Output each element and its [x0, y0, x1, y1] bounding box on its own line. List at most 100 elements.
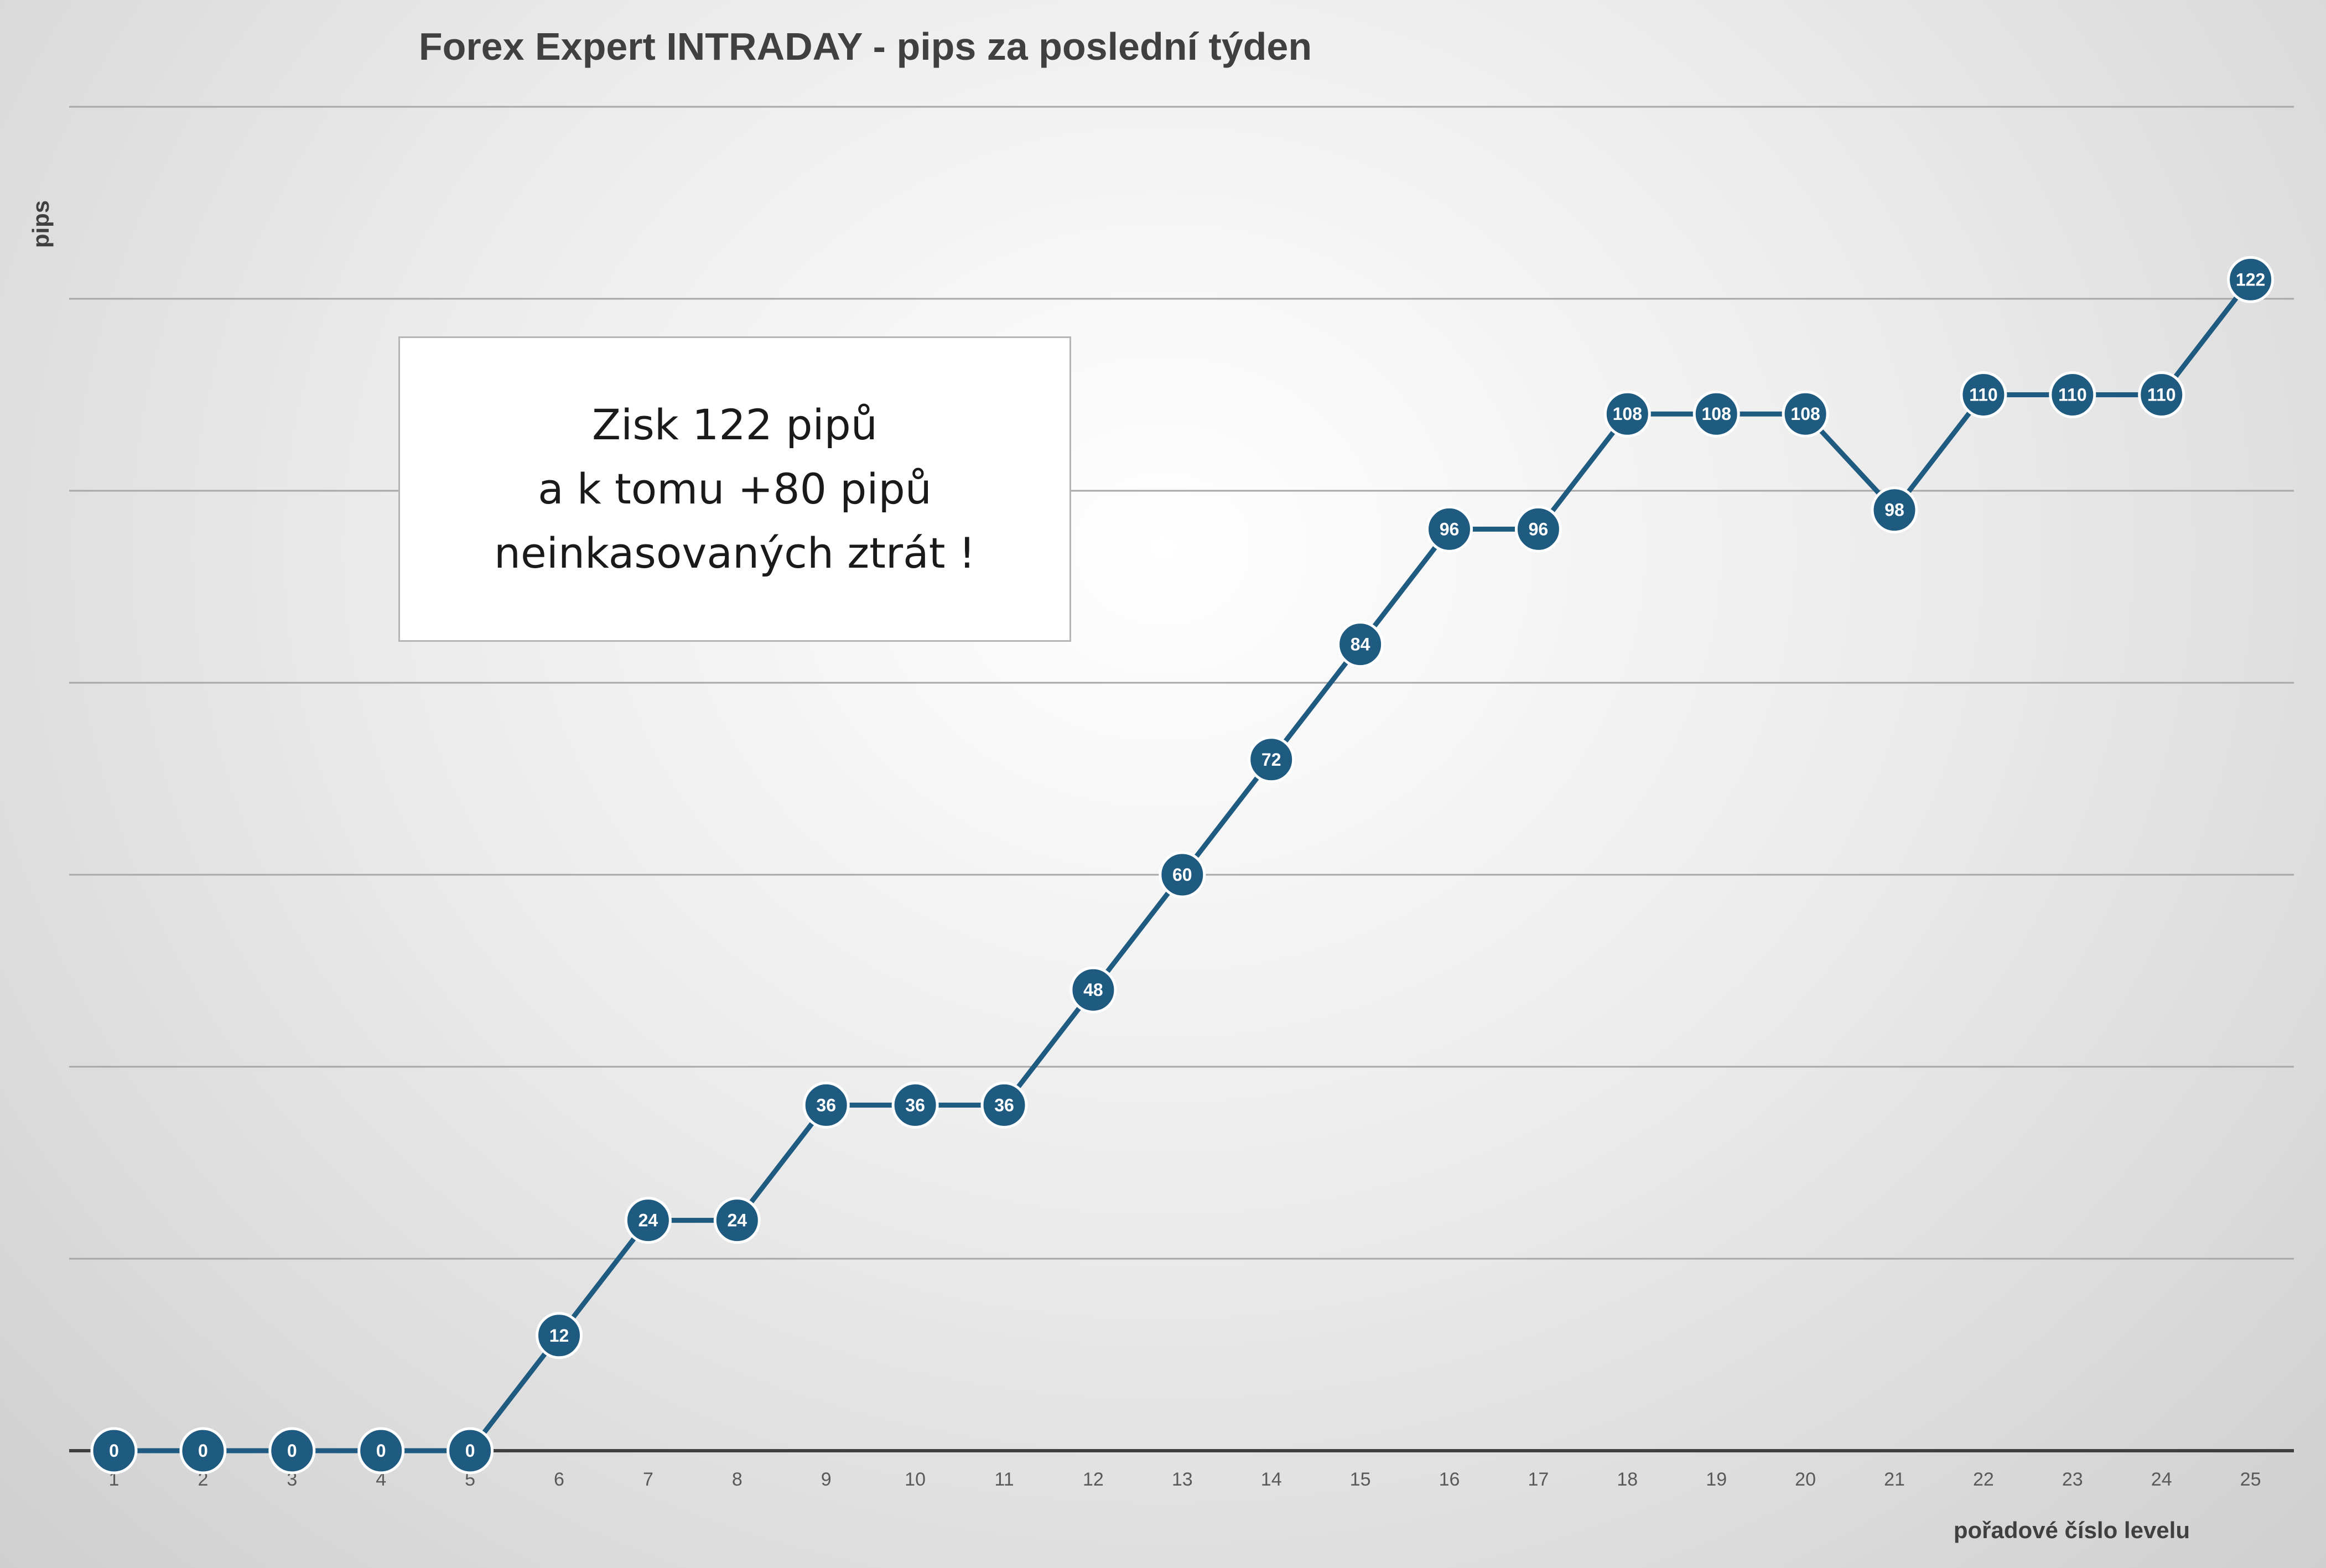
data-label: 60 — [1172, 865, 1192, 885]
data-point: 98 — [1871, 486, 1918, 534]
x-tick-label: 13 — [1172, 1469, 1193, 1490]
data-point: 84 — [1337, 621, 1384, 668]
y-axis-title: pips — [28, 200, 54, 248]
data-label: 108 — [1790, 404, 1820, 424]
data-label: 12 — [549, 1326, 569, 1346]
data-point: 36 — [891, 1081, 939, 1129]
data-marker — [536, 1312, 583, 1359]
data-point: 108 — [1692, 390, 1740, 438]
data-point: 0 — [179, 1427, 227, 1474]
data-label: 108 — [1613, 404, 1642, 424]
data-markers: 0 0 0 0 0 12 24 24 36 36 36 48 60 72 84 96 96 108 108 108 98… — [90, 256, 2275, 1474]
data-marker — [1426, 505, 1473, 553]
x-tick-label: 1 — [109, 1469, 120, 1490]
data-label: 84 — [1351, 635, 1370, 655]
x-tick-label: 15 — [1350, 1469, 1371, 1490]
data-point: 96 — [1426, 505, 1473, 553]
data-marker — [1159, 851, 1206, 899]
data-marker — [357, 1427, 405, 1474]
data-marker — [1692, 390, 1740, 438]
data-marker — [1603, 390, 1651, 438]
x-tick-label: 16 — [1439, 1469, 1460, 1490]
x-tick-label: 3 — [287, 1469, 297, 1490]
data-label: 110 — [2147, 385, 2176, 405]
data-label: 36 — [816, 1095, 836, 1115]
data-point: 0 — [446, 1427, 494, 1474]
data-point: 0 — [268, 1427, 316, 1474]
data-label: 96 — [1440, 519, 1460, 539]
x-tick-label: 21 — [1884, 1469, 1905, 1490]
x-tick-label: 5 — [465, 1469, 475, 1490]
data-marker — [802, 1081, 850, 1129]
data-marker — [1337, 621, 1384, 668]
data-marker — [624, 1197, 672, 1244]
data-point: 36 — [980, 1081, 1028, 1129]
data-marker — [1782, 390, 1829, 438]
data-marker — [1514, 505, 1562, 553]
annotation-box: Zisk 122 pipů a k tomu +80 pipů neinkaso… — [398, 336, 1071, 642]
data-point: 122 — [2227, 256, 2275, 303]
x-tick-label: 20 — [1795, 1469, 1816, 1490]
x-tick-labels: 1 2 3 4 5 6 7 8 9 10 11 12 13 14 15 16 17 18 19 20 21 22 23 24 2… — [109, 1469, 2261, 1490]
annotation-line: Zisk 122 pipů — [592, 400, 878, 449]
data-marker — [2049, 371, 2096, 418]
data-marker — [1069, 966, 1117, 1014]
data-point: 48 — [1069, 966, 1117, 1014]
data-marker — [2138, 371, 2185, 418]
x-tick-label: 18 — [1617, 1469, 1638, 1490]
data-label: 36 — [994, 1095, 1014, 1115]
data-point: 108 — [1782, 390, 1829, 438]
data-label: 48 — [1083, 980, 1103, 1000]
data-marker — [1248, 736, 1295, 783]
gridlines — [69, 106, 2294, 1260]
data-label: 98 — [1884, 500, 1904, 520]
data-label: 108 — [1702, 404, 1731, 424]
data-label: 0 — [109, 1441, 119, 1461]
annotation-line: a k tomu +80 pipů — [538, 464, 932, 513]
data-point: 60 — [1159, 851, 1206, 899]
x-tick-label: 7 — [643, 1469, 653, 1490]
data-point: 96 — [1514, 505, 1562, 553]
data-marker — [268, 1427, 316, 1474]
data-marker — [1871, 486, 1918, 534]
data-point: 0 — [357, 1427, 405, 1474]
data-point: 108 — [1603, 390, 1651, 438]
data-marker — [179, 1427, 227, 1474]
x-tick-label: 10 — [905, 1469, 926, 1490]
data-marker — [90, 1427, 138, 1474]
data-point: 110 — [2138, 371, 2185, 418]
data-point: 110 — [2049, 371, 2096, 418]
x-tick-label: 12 — [1083, 1469, 1104, 1490]
data-point: 36 — [802, 1081, 850, 1129]
data-marker — [891, 1081, 939, 1129]
x-tick-label: 6 — [554, 1469, 564, 1490]
x-tick-label: 14 — [1261, 1469, 1282, 1490]
x-tick-label: 8 — [732, 1469, 743, 1490]
data-point: 72 — [1248, 736, 1295, 783]
x-tick-label: 2 — [198, 1469, 208, 1490]
x-tick-label: 24 — [2151, 1469, 2172, 1490]
x-tick-label: 25 — [2240, 1469, 2261, 1490]
data-point: 110 — [1960, 371, 2007, 418]
data-marker — [446, 1427, 494, 1474]
data-marker — [980, 1081, 1028, 1129]
data-point: 24 — [624, 1197, 672, 1244]
data-marker — [1960, 371, 2007, 418]
data-label: 0 — [465, 1441, 475, 1461]
annotation-line: neinkasovaných ztrát ! — [494, 528, 976, 578]
x-tick-label: 9 — [821, 1469, 832, 1490]
data-label: 24 — [638, 1211, 658, 1230]
x-axis-title: pořadové číslo levelu — [1954, 1517, 2190, 1543]
x-tick-label: 4 — [376, 1469, 386, 1490]
chart-title: Forex Expert INTRADAY - pips za poslední… — [419, 25, 1312, 68]
x-tick-label: 23 — [2062, 1469, 2083, 1490]
data-label: 0 — [376, 1441, 386, 1461]
x-tick-label: 11 — [994, 1469, 1014, 1490]
data-point: 12 — [536, 1312, 583, 1359]
data-label: 0 — [287, 1441, 297, 1461]
data-marker — [713, 1197, 761, 1244]
x-tick-label: 19 — [1706, 1469, 1727, 1490]
data-label: 110 — [1969, 385, 1998, 405]
